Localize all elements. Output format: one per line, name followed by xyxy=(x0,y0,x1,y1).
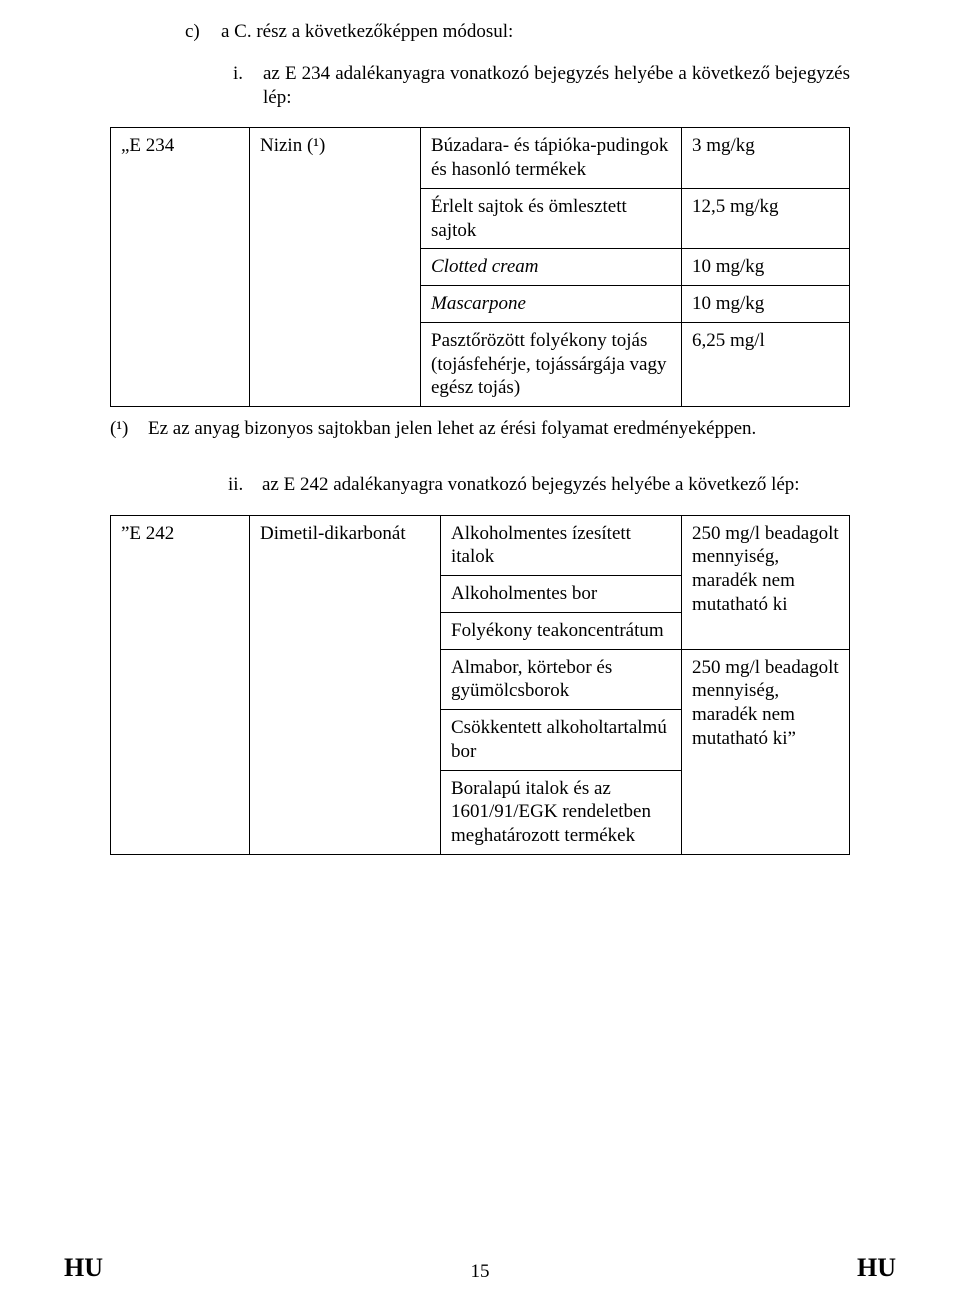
footer-right: HU xyxy=(857,1252,896,1285)
list-marker-c: c) xyxy=(185,20,221,44)
cell-food: Alkoholmentes bor xyxy=(441,576,682,613)
cell-food: Clotted cream xyxy=(421,249,682,286)
page-footer: HU 15 HU xyxy=(0,1252,960,1285)
line-i: i. az E 234 adalékanyagra vonatkozó beje… xyxy=(233,62,850,110)
footnote-1: (¹) Ez az anyag bizonyos sajtokban jelen… xyxy=(110,417,850,441)
cell-food: Csökkentett alkoholtartalmú bor xyxy=(441,710,682,771)
cell-food: Pasztőrözött folyékony tojás (tojásfehér… xyxy=(421,322,682,406)
section-c: c) a C. rész a következőképpen módosul: … xyxy=(185,20,850,109)
cell-food: Folyékony teakoncentrátum xyxy=(441,612,682,649)
text-i: az E 234 adalékanyagra vonatkozó bejegyz… xyxy=(263,62,850,110)
cell-limit: 10 mg/kg xyxy=(682,286,850,323)
cell-food: Almabor, körtebor és gyümölcsborok xyxy=(441,649,682,710)
cell-code: ”E 242 xyxy=(111,515,250,854)
table-row: ”E 242 Dimetil-dikarbonát Alkoholmentes … xyxy=(111,515,850,576)
cell-limit: 6,25 mg/l xyxy=(682,322,850,406)
text-ii: az E 242 adalékanyagra vonatkozó bejegyz… xyxy=(262,473,850,497)
list-marker-ii: ii. xyxy=(228,473,262,497)
footnote-text: Ez az anyag bizonyos sajtokban jelen leh… xyxy=(148,417,850,441)
cell-limit: 250 mg/l beadagolt mennyiség, maradék ne… xyxy=(682,649,850,854)
page-number: 15 xyxy=(471,1260,490,1284)
cell-substance: Dimetil-dikarbonát xyxy=(250,515,441,854)
footnote-mark: (¹) xyxy=(110,417,148,441)
text-c: a C. rész a következőképpen módosul: xyxy=(221,20,513,44)
list-marker-i: i. xyxy=(233,62,263,110)
cell-food: Érlelt sajtok és ömlesztett sajtok xyxy=(421,188,682,249)
table-e242: ”E 242 Dimetil-dikarbonát Alkoholmentes … xyxy=(110,515,850,855)
cell-substance: Nizin (¹) xyxy=(250,128,421,407)
cell-limit: 10 mg/kg xyxy=(682,249,850,286)
cell-limit: 12,5 mg/kg xyxy=(682,188,850,249)
table-e234: „E 234 Nizin (¹) Búzadara- és tápióka-pu… xyxy=(110,127,850,407)
line-c: c) a C. rész a következőképpen módosul: xyxy=(185,20,850,44)
cell-limit: 3 mg/kg xyxy=(682,128,850,189)
cell-food: Búzadara- és tápióka-pudingok és hasonló… xyxy=(421,128,682,189)
cell-code: „E 234 xyxy=(111,128,250,407)
document-page: c) a C. rész a következőképpen módosul: … xyxy=(0,0,960,1310)
cell-limit: 250 mg/l beadagolt mennyiség, maradék ne… xyxy=(682,515,850,649)
table-row: „E 234 Nizin (¹) Búzadara- és tápióka-pu… xyxy=(111,128,850,189)
line-ii: ii. az E 242 adalékanyagra vonatkozó bej… xyxy=(228,473,850,497)
cell-food: Alkoholmentes ízesített italok xyxy=(441,515,682,576)
footer-left: HU xyxy=(64,1252,103,1285)
cell-food: Mascarpone xyxy=(421,286,682,323)
cell-food: Boralapú italok és az 1601/91/EGK rendel… xyxy=(441,770,682,854)
